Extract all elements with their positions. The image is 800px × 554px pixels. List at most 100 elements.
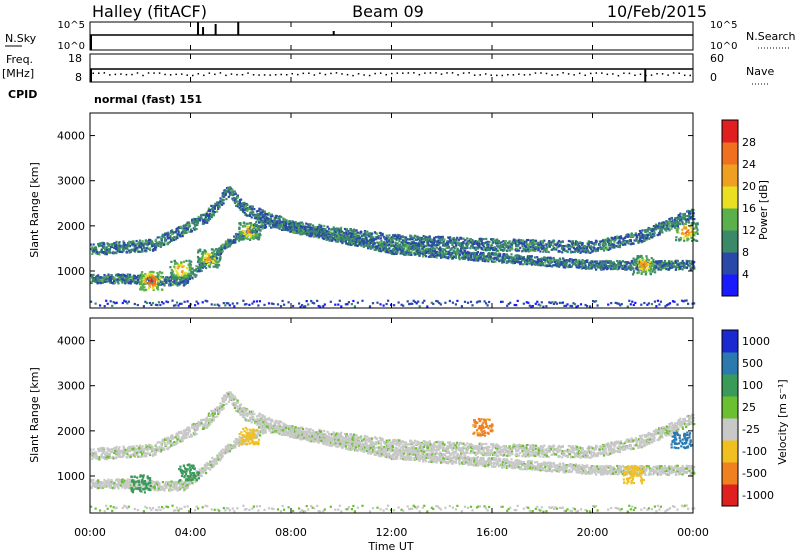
power-pixel xyxy=(609,242,612,245)
power-pixel xyxy=(658,263,661,267)
power-echo-pixel xyxy=(157,274,160,277)
power-pixel xyxy=(152,249,155,252)
power-pixel xyxy=(487,253,490,256)
power-pixel xyxy=(472,255,476,258)
power-pixel xyxy=(209,217,212,221)
nave-dot xyxy=(446,72,448,74)
power-pixel xyxy=(441,255,445,258)
power-pixel xyxy=(366,244,369,248)
power-pixel xyxy=(553,247,556,250)
power-pixel xyxy=(378,246,381,249)
power-pixel xyxy=(644,230,647,234)
power-pixel xyxy=(337,240,340,243)
power-pixel xyxy=(201,262,204,265)
power-pixel xyxy=(593,247,596,250)
power-pixel xyxy=(261,221,264,225)
power-pixel xyxy=(528,246,531,249)
power-pixel xyxy=(259,208,262,211)
power-pixel xyxy=(500,245,503,249)
power-pixel xyxy=(349,237,352,240)
power-pixel xyxy=(113,246,116,250)
power-pixel xyxy=(296,229,299,233)
power-pixel xyxy=(291,223,294,226)
power-pixel xyxy=(435,240,438,243)
power-pixel xyxy=(605,239,608,242)
power-pixel xyxy=(467,243,470,246)
power-pixel xyxy=(163,282,166,285)
power-pixel xyxy=(687,264,690,267)
power-pixel xyxy=(501,256,505,259)
power-pixel xyxy=(614,239,617,242)
power-pixel xyxy=(452,241,455,245)
power-pixel xyxy=(480,254,484,257)
power-pixel xyxy=(387,244,391,247)
power-pixel xyxy=(344,240,347,243)
power-pixel xyxy=(269,221,272,224)
power-pixel xyxy=(668,221,671,224)
power-pixel xyxy=(667,223,670,226)
power-pixel xyxy=(415,238,418,241)
power-pixel xyxy=(478,254,481,257)
power-pixel xyxy=(660,260,663,263)
power-pixel xyxy=(195,268,198,271)
power-pixel xyxy=(233,193,236,196)
power-pixel xyxy=(386,236,389,239)
power-pixel xyxy=(663,259,667,263)
power-pixel xyxy=(631,260,634,263)
power-pixel xyxy=(635,234,638,237)
power-pixel xyxy=(194,224,197,227)
power-pixel xyxy=(495,253,498,256)
power-pixel xyxy=(675,261,678,264)
power-pixel xyxy=(186,274,189,277)
power-pixel xyxy=(243,209,246,212)
power-pixel xyxy=(329,238,332,242)
power-pixel xyxy=(458,256,461,259)
power-pixel xyxy=(445,250,448,253)
power-pixel xyxy=(422,244,425,247)
power-pixel xyxy=(298,230,301,233)
power-pixel xyxy=(109,281,112,284)
power-pixel xyxy=(491,247,494,250)
power-pixel xyxy=(465,256,468,259)
power-pixel xyxy=(576,243,579,246)
power-pixel xyxy=(134,244,137,247)
power-pixel xyxy=(621,265,625,269)
power-pixel xyxy=(395,245,398,248)
power-pixel xyxy=(90,247,93,251)
power-pixel xyxy=(424,248,427,251)
power-pixel xyxy=(391,244,394,247)
power-pixel xyxy=(618,264,622,267)
power-pixel xyxy=(448,253,451,256)
power-pixel xyxy=(430,251,433,254)
nave-dot xyxy=(368,74,371,77)
power-pixel xyxy=(217,253,220,256)
power-pixel xyxy=(613,265,616,268)
power-pixel xyxy=(569,240,572,243)
power-pixel xyxy=(171,237,175,240)
power-pixel xyxy=(491,248,495,252)
nave-dot xyxy=(683,74,686,77)
power-pixel xyxy=(596,266,600,269)
nave-dot xyxy=(269,74,271,76)
power-pixel xyxy=(372,237,375,240)
power-pixel xyxy=(255,217,258,220)
power-pixel xyxy=(644,234,647,238)
power-pixel xyxy=(379,232,382,235)
power-pixel xyxy=(111,250,115,253)
nave-dot xyxy=(623,72,625,74)
power-pixel xyxy=(538,258,541,261)
power-pixel xyxy=(269,215,272,218)
power-pixel xyxy=(537,245,540,248)
power-pixel xyxy=(619,237,623,240)
power-pixel xyxy=(377,244,380,247)
power-pixel xyxy=(401,247,404,250)
power-pixel xyxy=(175,280,178,283)
power-pixel xyxy=(98,253,101,256)
nave-dot xyxy=(512,74,515,76)
power-pixel xyxy=(663,267,666,270)
power-pixel xyxy=(480,237,483,240)
power-pixel xyxy=(657,262,660,265)
power-pixel xyxy=(236,205,239,208)
power-pixel xyxy=(171,283,174,286)
power-pixel xyxy=(200,269,203,272)
